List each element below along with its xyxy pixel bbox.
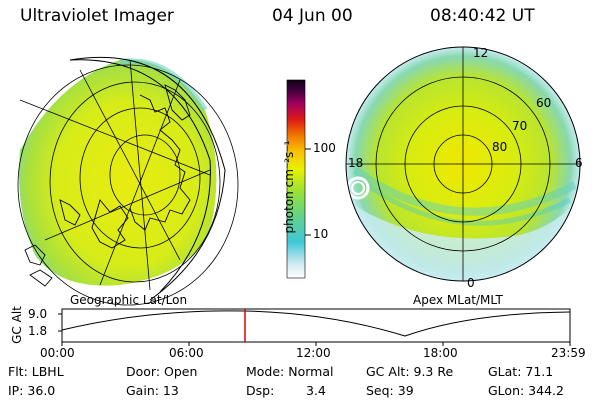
status-dsp-value: 3.4 xyxy=(306,383,326,398)
timeline-xtick-1: 06:00 xyxy=(169,346,204,360)
status-filter: Flt: LBHL xyxy=(8,364,64,379)
instrument-title: Ultraviolet Imager xyxy=(20,6,174,26)
geographic-map xyxy=(17,56,239,306)
timeline-xtick-0: 00:00 xyxy=(40,346,75,360)
mlat-label-70: 70 xyxy=(512,119,528,133)
status-glat: GLat: 71.1 xyxy=(488,364,554,379)
mlt-label-12: 12 xyxy=(473,46,489,60)
colorbar-tick-10: 10 xyxy=(313,227,329,241)
altitude-timeline xyxy=(58,308,571,346)
mlat-label-60: 60 xyxy=(536,96,552,110)
timeline-axis-label: GC Alt xyxy=(10,306,24,344)
status-mode: Mode: Normal xyxy=(246,364,334,379)
status-gain: Gain: 13 xyxy=(126,383,179,398)
status-glon: GLon: 344.2 xyxy=(488,383,564,398)
mlt-label-6: 6 xyxy=(575,156,583,170)
mlt-label-18: 18 xyxy=(348,156,364,170)
colorbar xyxy=(286,79,311,279)
time-label: 08:40:42 UT xyxy=(430,6,535,26)
timeline-ytick-9: 9.0 xyxy=(28,307,48,321)
status-dsp-label: Dsp: xyxy=(246,383,275,398)
colorbar-tick-100: 100 xyxy=(313,141,336,155)
date-label: 04 Jun 00 xyxy=(272,6,353,26)
mlat-label-80: 80 xyxy=(492,140,508,154)
magnetic-caption: Apex MLat/MLT xyxy=(413,293,503,307)
status-seq: Seq: 39 xyxy=(366,383,414,398)
status-gc-alt: GC Alt: 9.3 Re xyxy=(366,364,454,379)
timeline-xtick-4: 23:59 xyxy=(551,346,586,360)
geographic-caption: Geographic Lat/Lon xyxy=(70,293,188,307)
status-door: Door: Open xyxy=(126,364,198,379)
colorbar-unit-label: photon cm⁻²s⁻¹ xyxy=(282,140,296,234)
timeline-xtick-2: 12:00 xyxy=(296,346,331,360)
timeline-xtick-3: 18:00 xyxy=(423,346,458,360)
mlt-label-0: 0 xyxy=(467,276,475,290)
status-ip: IP: 36.0 xyxy=(8,383,56,398)
magnetic-polar-plot xyxy=(345,46,581,282)
timeline-ytick-1: 1.8 xyxy=(28,324,48,338)
